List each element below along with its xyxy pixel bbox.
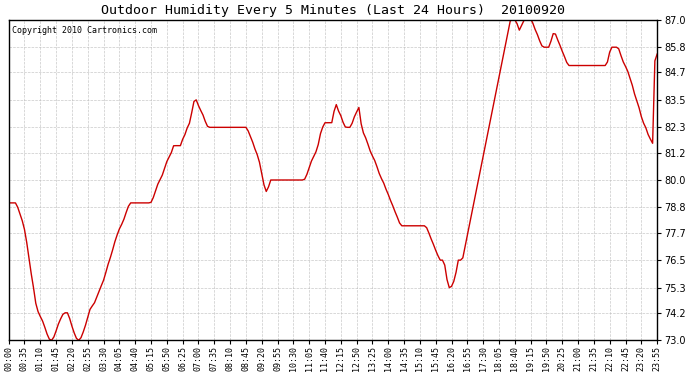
Title: Outdoor Humidity Every 5 Minutes (Last 24 Hours)  20100920: Outdoor Humidity Every 5 Minutes (Last 2… (101, 4, 565, 17)
Text: Copyright 2010 Cartronics.com: Copyright 2010 Cartronics.com (12, 26, 157, 35)
